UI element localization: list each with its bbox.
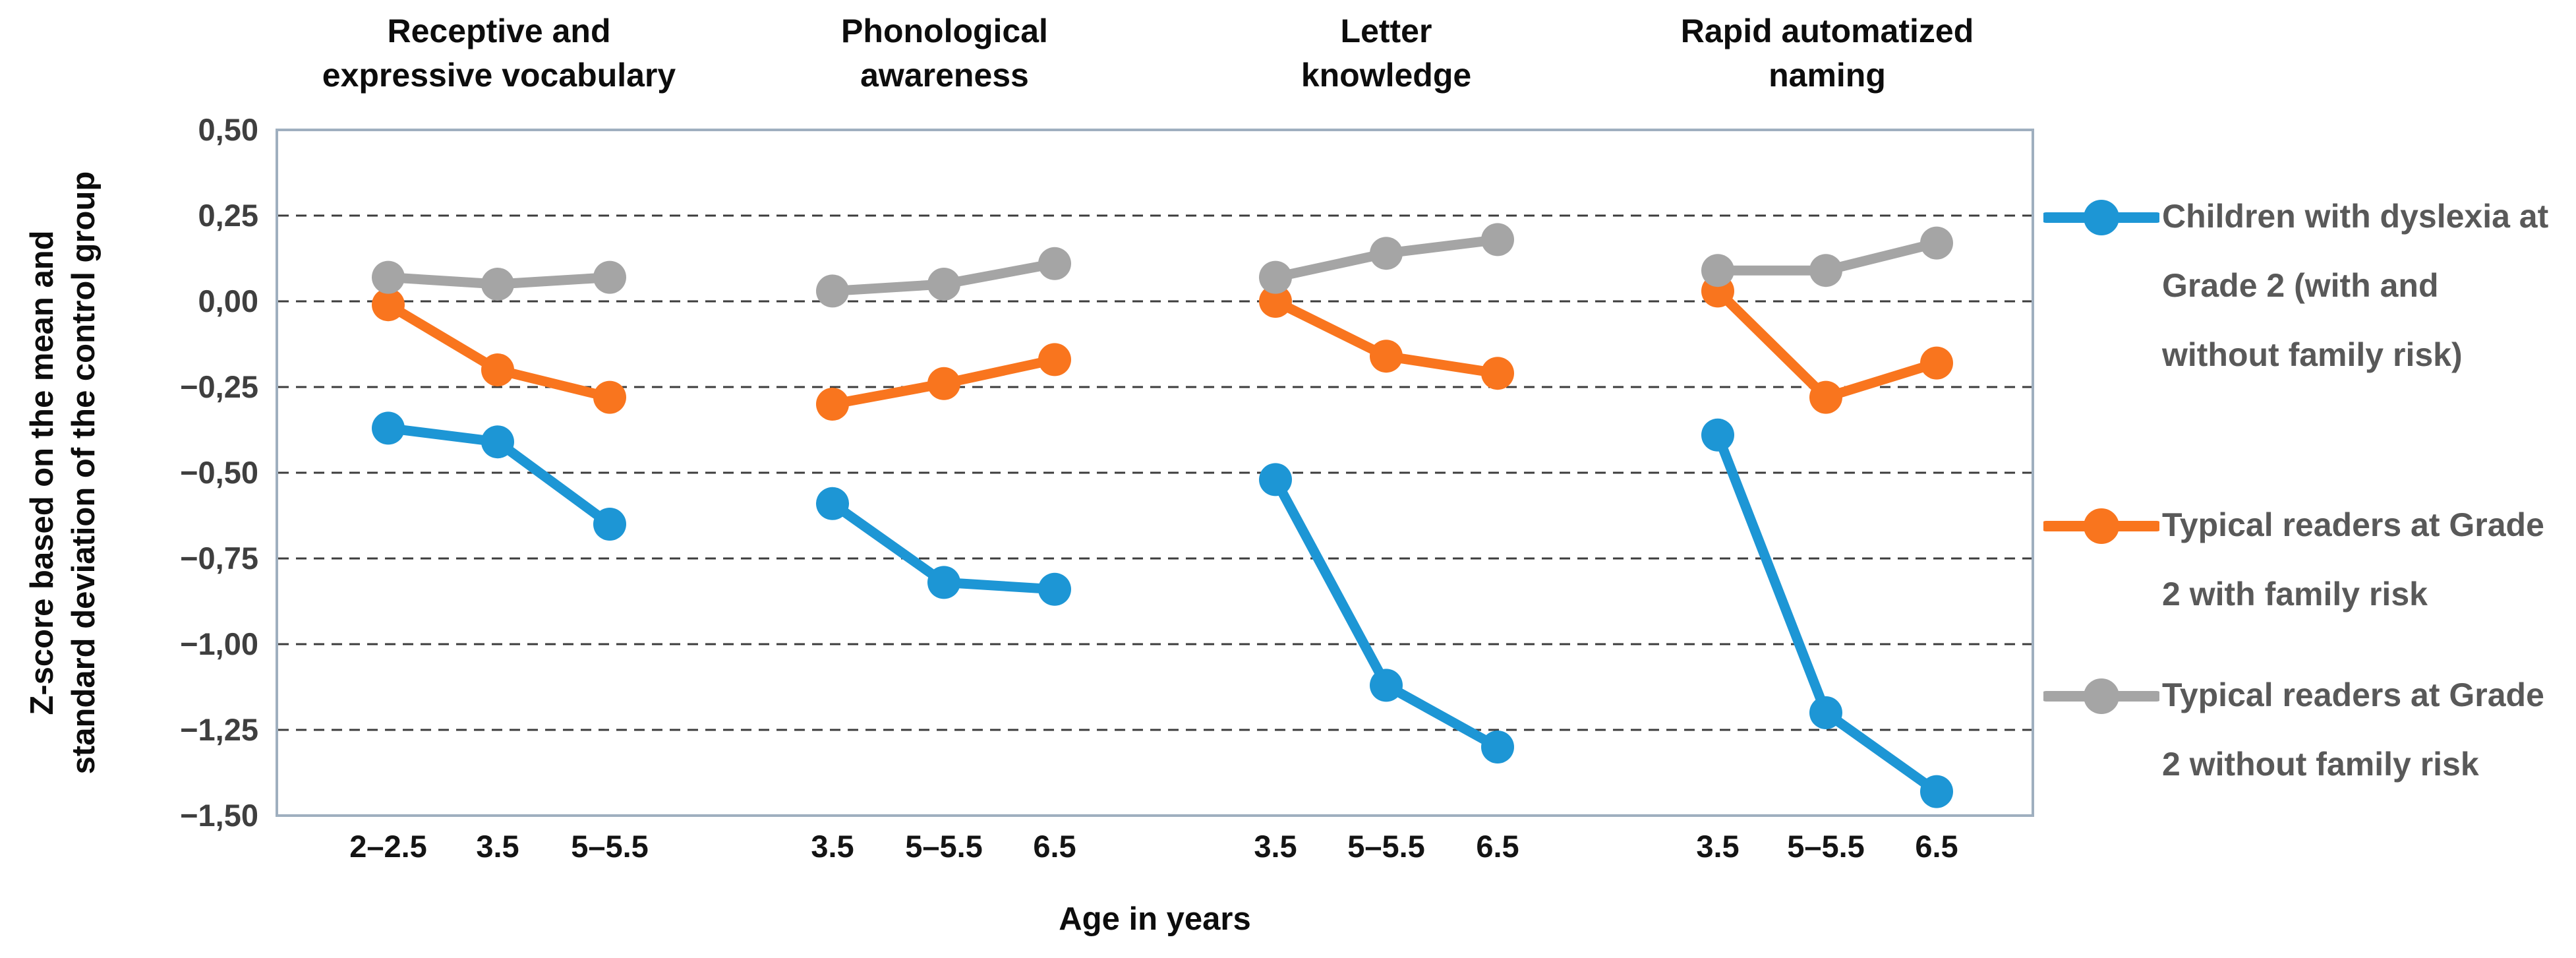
data-point	[372, 288, 405, 322]
panel-title-3: Letter knowledge	[1301, 9, 1471, 98]
data-point	[1481, 357, 1514, 390]
x-tick-label: 2–2.5	[349, 829, 427, 864]
data-point	[816, 487, 849, 520]
data-point	[1481, 731, 1514, 763]
data-point	[1920, 226, 1953, 260]
data-point	[927, 566, 960, 599]
panel-title-line: Letter	[1340, 13, 1432, 49]
data-point	[372, 411, 405, 445]
data-point	[1038, 572, 1071, 606]
data-point	[1038, 247, 1071, 280]
y-tick-label: −1,50	[180, 798, 258, 833]
legend-item-3: Typical readers at Grade 2 without family…	[2043, 661, 2576, 799]
data-point	[1370, 340, 1403, 373]
y-tick-label: −1,00	[180, 626, 258, 661]
data-point	[481, 268, 514, 301]
data-point	[927, 268, 960, 301]
legend-label-line: 2 with family risk	[2162, 576, 2428, 613]
legend-label: Children with dyslexia at Grade 2 (with a…	[2162, 182, 2576, 390]
data-point	[481, 353, 514, 386]
data-point	[372, 260, 405, 294]
data-point	[927, 367, 960, 400]
y-tick-label: −0,50	[180, 455, 258, 490]
panel-title-1: Receptive and expressive vocabulary	[322, 9, 676, 98]
x-tick-label: 3.5	[1254, 829, 1297, 864]
data-point	[1370, 669, 1403, 702]
data-point	[593, 260, 626, 294]
legend-label-line: Typical readers at Grade	[2162, 676, 2544, 713]
panel-title-line: expressive vocabulary	[322, 57, 676, 94]
panel-title-line: Receptive and	[387, 13, 611, 49]
data-point	[1920, 775, 1953, 808]
y-tick-label: 0,50	[198, 112, 258, 147]
y-tick-label: 0,25	[198, 198, 258, 233]
legend-label: Typical readers at Grade 2 with family ri…	[2162, 491, 2576, 629]
data-point	[1259, 260, 1292, 294]
legend-marker-icon	[2043, 678, 2159, 714]
y-tick-label: −1,25	[180, 712, 258, 747]
x-tick-label: 3.5	[1696, 829, 1740, 864]
panel-title-line: Rapid automatized	[1680, 13, 1974, 49]
data-point	[1701, 418, 1734, 452]
data-point	[1809, 254, 1842, 287]
plot-border	[276, 129, 2034, 817]
x-tick-label: 3.5	[811, 829, 854, 864]
x-tick-label: 6.5	[1476, 829, 1519, 864]
panel-title-line: Phonological	[841, 13, 1048, 49]
series-line-0-panel-3	[1712, 430, 1942, 797]
data-point	[1481, 223, 1514, 256]
x-axis-title: Age in years	[1059, 901, 1251, 937]
x-tick-label: 6.5	[1915, 829, 1958, 864]
data-point	[1809, 380, 1842, 414]
data-point	[816, 388, 849, 421]
legend-item-1: Children with dyslexia at Grade 2 (with a…	[2043, 182, 2576, 390]
y-axis-title-line1: Z-score based on the mean and	[24, 230, 60, 715]
legend-marker-icon	[2043, 508, 2159, 544]
y-tick-label: −0,25	[180, 369, 258, 404]
x-tick-label: 5–5.5	[1347, 829, 1425, 864]
panel-title-line: knowledge	[1301, 57, 1472, 94]
legend-label-line: without family risk)	[2162, 336, 2463, 373]
y-tick-label: −0,75	[180, 541, 258, 576]
data-point	[593, 508, 626, 541]
series-line-0-panel-2	[1270, 474, 1503, 752]
data-point	[1701, 254, 1734, 287]
legend-label: Typical readers at Grade 2 without family…	[2162, 661, 2576, 799]
y-axis-title: Z-score based on the mean and standard d…	[22, 171, 105, 775]
y-axis-title-line2: standard deviation of the control group	[66, 171, 102, 775]
x-tick-label: 5–5.5	[571, 829, 649, 864]
x-tick-label: 6.5	[1033, 829, 1076, 864]
data-point	[1809, 696, 1842, 729]
y-tick-label: 0,00	[198, 284, 258, 318]
legend-label-line: Grade 2 (with and	[2162, 267, 2439, 304]
data-point	[1920, 346, 1953, 380]
panel-title-line: naming	[1769, 57, 1886, 94]
legend-marker-icon	[2043, 200, 2159, 235]
data-point	[1259, 285, 1292, 318]
x-tick-label: 3.5	[476, 829, 519, 864]
legend-item-2: Typical readers at Grade 2 with family ri…	[2043, 491, 2576, 629]
panel-title-2: Phonological awareness	[841, 9, 1048, 98]
legend-label-line: Children with dyslexia at	[2162, 198, 2549, 235]
panel-title-line: awareness	[860, 57, 1029, 94]
data-point	[1038, 343, 1071, 376]
data-point	[816, 274, 849, 308]
legend-label-line: Typical readers at Grade	[2162, 506, 2544, 543]
data-point	[593, 380, 626, 414]
data-point	[1259, 463, 1292, 496]
data-point	[1370, 237, 1403, 270]
data-point	[481, 425, 514, 459]
panel-title-4: Rapid automatized naming	[1681, 9, 1974, 98]
x-tick-label: 5–5.5	[1787, 829, 1865, 864]
legend-label-line: 2 without family risk	[2162, 746, 2479, 783]
x-tick-label: 5–5.5	[905, 829, 983, 864]
